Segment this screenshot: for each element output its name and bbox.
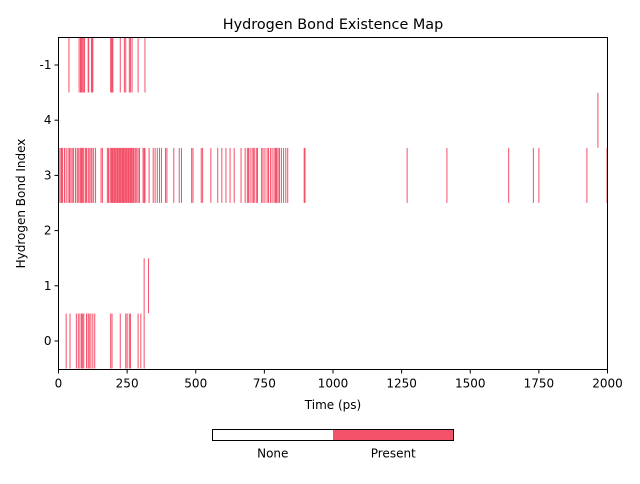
y-tick-label: 2 (44, 224, 52, 238)
legend-label: Present (371, 447, 416, 461)
y-tick-label: -1 (40, 58, 52, 72)
legend-label: None (257, 447, 288, 461)
chart-title: Hydrogen Bond Existence Map (223, 17, 444, 33)
x-tick-label: 1000 (318, 377, 349, 391)
y-axis-label: Hydrogen Bond Index (14, 139, 28, 269)
x-tick-label: 2000 (592, 377, 623, 391)
y-tick-label: 0 (44, 334, 52, 348)
y-tick-label: 3 (44, 168, 52, 182)
y-tick-label: 4 (44, 113, 52, 127)
legend: None Present (212, 429, 454, 461)
x-tick-label: 1750 (524, 377, 555, 391)
legend-frame (212, 429, 454, 441)
x-axis-label: Time (ps) (304, 398, 361, 412)
x-tick-label: 750 (253, 377, 276, 391)
legend-swatch (212, 429, 333, 441)
x-tick-label: 500 (184, 377, 207, 391)
present-bars (59, 37, 608, 369)
x-tick-label: 0 (55, 377, 63, 391)
x-tick-label: 250 (116, 377, 139, 391)
x-axis: 0 250 500 750 1000 1250 1500 1750 2000 (55, 369, 623, 391)
x-tick-label: 1500 (455, 377, 486, 391)
y-tick-label: 1 (44, 279, 52, 293)
legend-swatch (333, 429, 454, 441)
x-tick-label: 1250 (386, 377, 417, 391)
y-axis: -1 4 3 2 1 0 (40, 58, 59, 348)
